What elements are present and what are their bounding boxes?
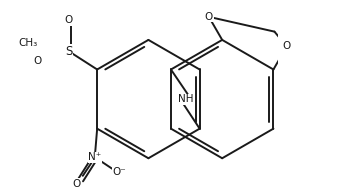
Text: N⁺: N⁺ (89, 152, 102, 162)
Text: O⁻: O⁻ (113, 167, 127, 177)
Text: O: O (64, 15, 73, 25)
Text: O: O (283, 41, 291, 51)
Text: O: O (73, 179, 81, 189)
Text: O: O (205, 12, 213, 22)
Text: O: O (34, 56, 42, 66)
Text: S: S (65, 45, 72, 58)
Text: CH₃: CH₃ (18, 38, 38, 48)
Text: NH: NH (177, 94, 193, 104)
